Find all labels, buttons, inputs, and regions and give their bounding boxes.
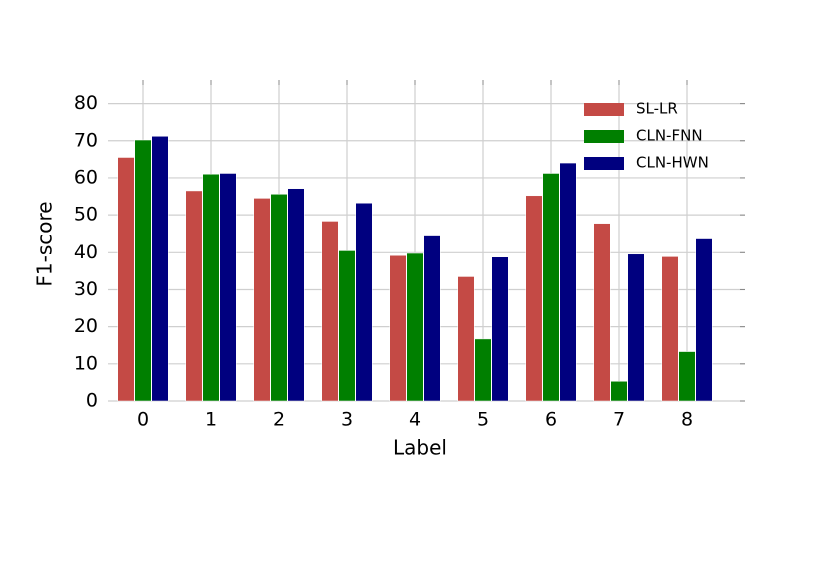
y-tick-label: 10 <box>74 352 98 374</box>
y-tick-label: 0 <box>86 390 98 412</box>
bar <box>134 139 152 402</box>
bar <box>525 195 543 402</box>
y-tick-label: 20 <box>74 315 98 337</box>
bar <box>185 190 203 402</box>
y-axis-label: F1-score <box>33 201 57 286</box>
x-tick-label: 3 <box>341 409 353 431</box>
bar <box>423 235 441 402</box>
legend-swatch <box>584 157 624 170</box>
bar <box>338 250 356 402</box>
bar <box>593 223 611 402</box>
bar <box>474 338 492 402</box>
x-tick-label: 2 <box>273 409 285 431</box>
x-tick-label: 0 <box>137 409 149 431</box>
x-tick-label: 4 <box>409 409 421 431</box>
bar <box>627 253 645 402</box>
y-tick-label: 60 <box>74 166 98 188</box>
x-tick-label: 8 <box>681 409 693 431</box>
legend-label: CLN-FNN <box>636 127 703 145</box>
x-tick-label: 5 <box>477 409 489 431</box>
bar <box>355 202 373 402</box>
bar <box>219 173 237 402</box>
bar <box>491 256 509 402</box>
bar <box>678 351 696 402</box>
legend-label: SL-LR <box>636 100 678 118</box>
y-tick-label: 50 <box>74 204 98 226</box>
bar <box>253 198 271 402</box>
legend-swatch <box>584 130 624 143</box>
bar <box>457 276 475 402</box>
bar <box>151 136 169 402</box>
x-tick-label: 1 <box>205 409 217 431</box>
bar <box>270 194 288 402</box>
bar <box>321 221 339 402</box>
y-tick-label: 30 <box>74 278 98 300</box>
y-tick-label: 40 <box>74 241 98 263</box>
bar <box>610 381 628 402</box>
bar <box>202 173 220 402</box>
x-tick-label: 6 <box>545 409 557 431</box>
bar <box>117 157 135 402</box>
x-axis-label: Label <box>393 436 447 460</box>
legend-label: CLN-HWN <box>636 154 709 172</box>
y-tick-label: 70 <box>74 129 98 151</box>
bar <box>695 238 713 402</box>
y-tick-label: 80 <box>74 92 98 114</box>
bar <box>661 256 679 402</box>
legend-swatch <box>584 103 624 116</box>
x-tick-label: 7 <box>613 409 625 431</box>
bar <box>559 162 577 402</box>
bar <box>542 173 560 402</box>
bar <box>389 255 407 402</box>
bar <box>287 188 305 402</box>
bar <box>406 252 424 402</box>
